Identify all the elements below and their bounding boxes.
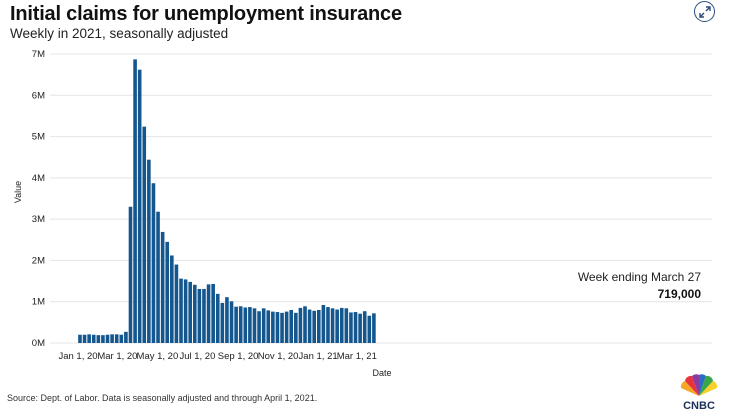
bar — [372, 313, 376, 343]
bar — [362, 311, 367, 343]
bar — [170, 255, 174, 343]
bar — [248, 307, 252, 343]
bar — [243, 307, 248, 343]
y-tick-label: 0M — [32, 338, 45, 349]
bar — [303, 306, 307, 343]
bar — [160, 231, 165, 343]
x-tick-label: May 1, 20 — [137, 351, 179, 362]
chart-subtitle: Weekly in 2021, seasonally adjusted — [10, 26, 229, 41]
x-tick-labels: Jan 1, 20 Mar 1, 20 May 1, 20 Jul 1, 20 Sep … — [58, 351, 376, 362]
bar — [96, 335, 101, 343]
bar — [330, 308, 335, 343]
y-tick-label: 3M — [32, 214, 45, 225]
bar — [119, 334, 124, 343]
bar — [344, 308, 349, 343]
bar — [316, 309, 321, 343]
bar — [192, 284, 197, 343]
y-tick-label: 4M — [32, 173, 45, 184]
bar — [252, 308, 257, 343]
bar — [220, 302, 225, 343]
bar — [257, 311, 261, 343]
cnbc-logo: CNBC — [674, 374, 724, 417]
callout-value: 719,000 — [657, 287, 701, 301]
x-axis-label: Date — [372, 368, 391, 378]
bar — [78, 334, 82, 343]
bar — [349, 312, 353, 343]
x-tick-label: Jul 1, 20 — [179, 351, 215, 362]
bars — [78, 59, 376, 344]
bar — [156, 211, 160, 343]
bar — [275, 312, 280, 343]
callout-label: Week ending March 27 — [577, 270, 701, 284]
x-tick-label: Jan 1, 20 — [58, 351, 97, 362]
bar — [188, 281, 192, 343]
y-tick-label: 2M — [32, 255, 45, 266]
bar — [183, 279, 188, 343]
bar — [147, 159, 151, 343]
y-tick-label: 7M — [32, 49, 45, 60]
x-tick-label: Jan 1, 21 — [299, 351, 338, 362]
x-tick-label: Mar 1, 21 — [337, 351, 377, 362]
bar — [298, 307, 303, 343]
y-tick-label: 1M — [32, 297, 45, 308]
bar — [289, 309, 294, 343]
bar — [294, 312, 298, 343]
expand-arrows-icon — [698, 5, 711, 18]
bar — [353, 312, 358, 343]
bar — [312, 310, 316, 343]
peacock-logo-icon: CNBC — [680, 374, 718, 412]
bar — [105, 334, 110, 343]
expand-button[interactable] — [694, 1, 715, 22]
bar — [225, 297, 229, 343]
bar — [280, 312, 284, 343]
bar — [307, 309, 312, 343]
bar — [339, 307, 344, 343]
y-tick-label: 5M — [32, 132, 45, 143]
bar — [238, 306, 243, 343]
bar — [197, 288, 202, 343]
bar — [110, 334, 114, 343]
bar — [82, 334, 87, 343]
bar — [321, 305, 326, 343]
y-axis-label: Value — [13, 181, 23, 203]
source-note: Source: Dept. of Labor. Data is seasonal… — [7, 393, 318, 403]
bar — [358, 313, 362, 343]
logo-text: CNBC — [683, 400, 715, 412]
bar — [101, 335, 105, 343]
x-tick-label: Nov 1, 20 — [258, 351, 299, 362]
bar — [367, 315, 372, 343]
bar — [206, 284, 211, 343]
bar — [142, 126, 147, 343]
bar — [335, 309, 339, 343]
bar — [179, 278, 183, 343]
bar — [165, 241, 170, 343]
bar — [284, 311, 289, 343]
bar — [326, 307, 330, 343]
gridlines — [50, 53, 712, 344]
bar — [215, 293, 220, 343]
bar — [261, 308, 266, 343]
bar — [174, 264, 179, 343]
bar — [87, 334, 91, 343]
y-tick-labels: 0M 1M 2M 3M 4M 5M 6M 7M — [32, 49, 45, 349]
bar — [137, 69, 142, 343]
y-tick-label: 6M — [32, 90, 45, 101]
bar — [202, 288, 206, 343]
bar — [271, 311, 275, 343]
bar — [234, 306, 238, 343]
bar — [114, 334, 119, 343]
x-tick-label: Mar 1, 20 — [97, 351, 137, 362]
bar — [229, 301, 234, 343]
bar — [91, 334, 96, 343]
bar — [128, 206, 133, 343]
bar — [211, 283, 215, 343]
chart-title: Initial claims for unemployment insuranc… — [10, 3, 402, 25]
bar — [133, 59, 137, 344]
bar — [124, 331, 128, 343]
bar — [151, 183, 156, 343]
bar — [266, 310, 271, 343]
x-tick-label: Sep 1, 20 — [218, 351, 259, 362]
